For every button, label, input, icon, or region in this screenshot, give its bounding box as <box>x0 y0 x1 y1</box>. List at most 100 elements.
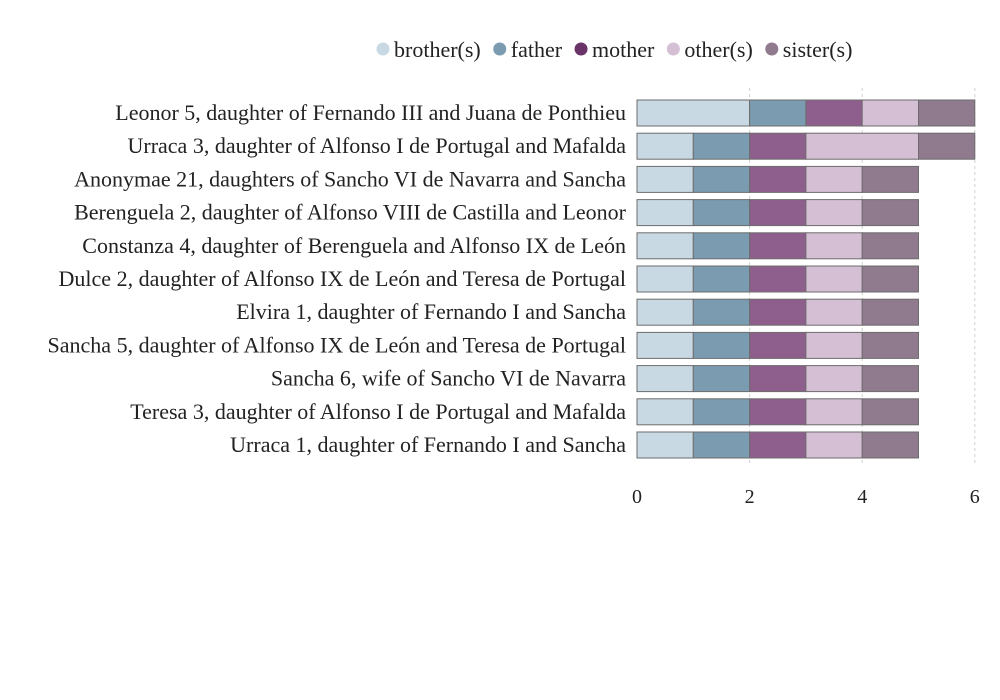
bar-segment-brother-s[interactable] <box>636 265 694 293</box>
bar-segment-mother[interactable] <box>749 199 807 227</box>
x-tick-label: 4 <box>857 486 867 508</box>
x-tick-label: 2 <box>745 486 755 508</box>
bar-segment-father[interactable] <box>692 265 751 293</box>
bar-row <box>636 199 920 227</box>
bar-segment-other-s[interactable] <box>805 232 863 260</box>
bar-segment-brother-s[interactable] <box>636 165 694 193</box>
bar-segment-mother[interactable] <box>749 331 807 359</box>
bar-segment-mother[interactable] <box>749 165 807 193</box>
bar-segment-sister-s[interactable] <box>861 199 920 227</box>
chart-legend: brother(s) father mother other(s) sister(s) <box>376 37 852 62</box>
bar-segment-sister-s[interactable] <box>861 265 920 293</box>
bar-segment-father[interactable] <box>692 232 751 260</box>
bar-segment-mother[interactable] <box>749 232 807 260</box>
bar-segment-father[interactable] <box>692 398 751 426</box>
bar-segment-brother-s[interactable] <box>636 431 694 459</box>
bar-segment-father[interactable] <box>692 165 751 193</box>
legend-label: father <box>511 37 563 62</box>
bar-segment-sister-s[interactable] <box>861 431 920 459</box>
bar-segment-father[interactable] <box>692 199 751 227</box>
bar-segment-father[interactable] <box>749 99 807 127</box>
bar-segment-mother[interactable] <box>805 99 863 127</box>
bar-segment-mother[interactable] <box>749 431 807 459</box>
bar-segment-mother[interactable] <box>749 398 807 426</box>
legend-item-other-s[interactable]: other(s) <box>666 37 753 62</box>
category-label: Urraca 1, daughter of Fernando I and San… <box>230 432 626 457</box>
bar-segment-other-s[interactable] <box>805 365 863 393</box>
x-tick-label: 6 <box>970 486 980 508</box>
category-labels: Leonor 5, daughter of Fernando III and J… <box>48 100 627 457</box>
bar-row <box>636 431 920 459</box>
bar-segment-sister-s[interactable] <box>861 232 920 260</box>
legend-marker <box>376 42 390 56</box>
x-axis-ticks: 0 2 4 6 <box>632 486 980 508</box>
bar-row <box>636 232 920 260</box>
bar-segment-brother-s[interactable] <box>636 232 694 260</box>
legend-marker <box>574 42 588 56</box>
bar-segment-other-s[interactable] <box>805 165 863 193</box>
legend-label: other(s) <box>684 37 752 62</box>
bar-segment-brother-s[interactable] <box>636 365 694 393</box>
bar-segment-mother[interactable] <box>749 365 807 393</box>
bar-row <box>636 398 920 426</box>
legend-item-sister-s[interactable]: sister(s) <box>765 37 852 62</box>
legend-marker <box>765 42 779 56</box>
x-tick-label: 0 <box>632 486 642 508</box>
bar-segment-sister-s[interactable] <box>861 331 920 359</box>
legend-item-brother-s[interactable]: brother(s) <box>376 37 481 62</box>
bar-segment-father[interactable] <box>692 365 751 393</box>
category-label: Sancha 5, daughter of Alfonso IX de León… <box>48 332 626 357</box>
category-label: Constanza 4, daughter of Berenguela and … <box>82 233 626 258</box>
category-label: Sancha 6, wife of Sancho VI de Navarra <box>271 366 626 391</box>
category-label: Berenguela 2, daughter of Alfonso VIII d… <box>74 200 627 225</box>
bar-segment-other-s[interactable] <box>861 99 920 127</box>
bar-row <box>636 331 920 359</box>
legend-item-mother[interactable]: mother <box>574 37 655 62</box>
bar-row <box>636 99 976 127</box>
bar-segment-father[interactable] <box>692 431 751 459</box>
bar-segment-other-s[interactable] <box>805 265 863 293</box>
bar-segment-brother-s[interactable] <box>636 398 694 426</box>
bar-row <box>636 265 920 293</box>
bar-segment-father[interactable] <box>692 132 751 160</box>
bar-segment-sister-s[interactable] <box>918 99 976 127</box>
bar-segment-other-s[interactable] <box>805 431 863 459</box>
bar-segment-brother-s[interactable] <box>636 199 694 227</box>
bar-segment-other-s[interactable] <box>805 331 863 359</box>
bar-row <box>636 298 920 326</box>
bar-segment-father[interactable] <box>692 298 751 326</box>
bar-segment-sister-s[interactable] <box>861 165 920 193</box>
bar-segment-mother[interactable] <box>749 298 807 326</box>
bar-segment-mother[interactable] <box>749 265 807 293</box>
bar-segment-mother[interactable] <box>749 132 807 160</box>
bar-segment-brother-s[interactable] <box>636 298 694 326</box>
category-label: Anonymae 21, daughters of Sancho VI de N… <box>74 166 626 191</box>
bar-segment-brother-s[interactable] <box>636 132 694 160</box>
legend-item-father[interactable]: father <box>493 37 563 62</box>
legend-marker <box>493 42 507 56</box>
chart-bars <box>636 99 976 459</box>
legend-marker <box>666 42 680 56</box>
legend-label: mother <box>592 37 655 62</box>
bar-segment-other-s[interactable] <box>805 298 863 326</box>
bar-row <box>636 132 976 160</box>
bar-segment-sister-s[interactable] <box>861 298 920 326</box>
bar-segment-brother-s[interactable] <box>636 99 751 127</box>
bar-segment-sister-s[interactable] <box>861 365 920 393</box>
bar-segment-brother-s[interactable] <box>636 331 694 359</box>
category-label: Leonor 5, daughter of Fernando III and J… <box>115 100 626 125</box>
legend-label: brother(s) <box>394 37 481 62</box>
category-label: Teresa 3, daughter of Alfonso I de Portu… <box>130 399 626 424</box>
bar-segment-sister-s[interactable] <box>861 398 920 426</box>
category-label: Dulce 2, daughter of Alfonso IX de León … <box>59 266 626 291</box>
bar-segment-sister-s[interactable] <box>918 132 976 160</box>
category-label: Elvira 1, daughter of Fernando I and San… <box>236 299 626 324</box>
category-label: Urraca 3, daughter of Alfonso I de Portu… <box>127 133 626 158</box>
bar-row <box>636 365 920 393</box>
bar-segment-father[interactable] <box>692 331 751 359</box>
bar-segment-other-s[interactable] <box>805 199 863 227</box>
bar-segment-other-s[interactable] <box>805 132 920 160</box>
bar-segment-other-s[interactable] <box>805 398 863 426</box>
bar-row <box>636 165 920 193</box>
